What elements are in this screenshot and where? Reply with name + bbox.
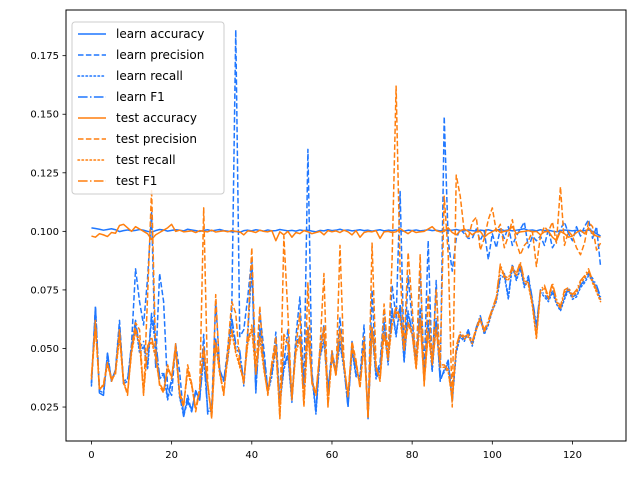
legend-label-test-recall: test recall [116,153,176,167]
legend-label-learn-precision: learn precision [116,48,204,62]
x-tick-label: 20 [165,450,178,461]
y-tick-label: 0.150 [30,110,59,121]
y-tick-label: 0.125 [30,168,59,179]
y-tick-label: 0.175 [30,51,59,62]
series-line-test-f1 [90,261,602,418]
y-tick-label: 0.100 [30,227,59,238]
legend-label-learn-f1: learn F1 [116,90,165,104]
legend-label-test-f1: test F1 [116,174,157,188]
plot-frame [65,9,627,442]
x-tick-label: 40 [245,450,258,461]
x-tick-label: 120 [563,450,582,461]
series-line-test-recall [90,263,602,418]
x-tick-label: 0 [88,450,94,461]
x-tick-label: 100 [483,450,502,461]
y-tick-label: 0.050 [30,344,59,355]
series-line-test-accuracy [91,223,601,242]
series-layer [90,29,602,420]
legend: learn accuracy learn precision learn recal… [71,21,225,195]
x-tick-label: 60 [326,450,339,461]
y-tick-label: 0.025 [30,403,59,414]
legend-label-test-accuracy: test accuracy [116,111,197,125]
legend-label-learn-accuracy: learn accuracy [116,27,204,41]
x-axis: 0 20 40 60 80 100 120 [88,441,582,461]
legend-box [71,21,225,195]
legend-label-test-precision: test precision [116,132,197,146]
series-line-learn-accuracy [91,227,601,237]
legend-label-learn-recall: learn recall [116,69,183,83]
x-tick-label: 80 [406,450,419,461]
y-axis: 0.025 0.050 0.075 0.100 0.125 0.150 0.175 [30,51,66,414]
y-tick-label: 0.075 [30,285,59,296]
